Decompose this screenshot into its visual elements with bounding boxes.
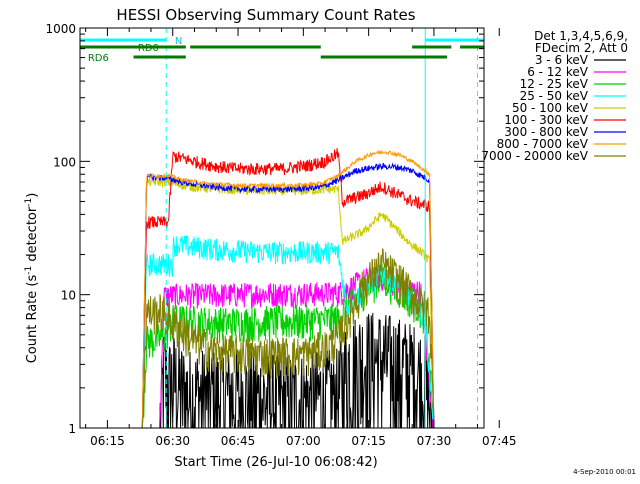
x-tick-label: 06:45 (221, 434, 256, 448)
x-tick-label: 06:30 (155, 434, 190, 448)
legend: Det 1,3,4,5,6,9, FDecim 2, Att 0 3 - 6 k… (481, 29, 628, 163)
legend-entry-label: 3 - 6 keV (535, 53, 589, 67)
y-tick-label: 10 (61, 289, 76, 303)
legend-entry-label: 300 - 800 keV (504, 125, 588, 139)
saa-flag-label: N (175, 36, 182, 47)
y-axis-label-sup1: -1 (24, 266, 34, 275)
legend-entry-label: 800 - 7000 keV (497, 137, 589, 151)
y-axis-label-part1: Count Rate (s (25, 275, 40, 364)
legend-entry-label: 25 - 50 keV (520, 89, 589, 103)
y-axis-label: Count Rate (s-1 detector-1) (24, 193, 40, 364)
x-tick-label: 07:00 (286, 434, 321, 448)
rd0-flag-label: RD0 (138, 43, 159, 54)
series-line (141, 149, 435, 429)
series-line (141, 248, 435, 429)
y-tick-label: 1 (68, 422, 76, 436)
x-tick-label: 07:45 (482, 434, 517, 448)
y-axis-label-part3: ) (25, 193, 40, 198)
data-layer (141, 148, 435, 429)
legend-entry-label: 100 - 300 keV (504, 113, 588, 127)
x-axis-label: Start Time (26-Jul-10 06:08:42) (174, 455, 377, 470)
legend-header-detectors: Det 1,3,4,5,6,9, (534, 29, 628, 43)
chart-title: HESSI Observing Summary Count Rates (116, 6, 415, 24)
legend-entry-label: 6 - 12 keV (527, 65, 589, 79)
x-tick-label: 06:15 (90, 434, 125, 448)
rd6-flag-label: RD6 (88, 53, 109, 64)
legend-header-decimation: FDecim 2, Att 0 (535, 41, 628, 55)
legend-entry-label: 50 - 100 keV (512, 101, 589, 115)
series-line (141, 148, 435, 429)
axis-layer: 06:15 06:30 06:45 07:00 07:15 07:30 07:45 1 10 10… (45, 22, 516, 448)
series-line (141, 235, 435, 429)
y-axis-label-part2: detector (25, 206, 40, 266)
plot-date-stamp: 4-Sep-2010 00:01 (573, 468, 636, 476)
x-tick-label: 07:30 (417, 434, 452, 448)
y-tick-label: 100 (53, 155, 76, 169)
y-tick-label: 1000 (45, 22, 76, 36)
y-axis-label-sup2: -1 (24, 198, 34, 207)
legend-entry-label: 7000 - 20000 keV (481, 149, 588, 163)
flag-layer: N RD0 RD6 (79, 28, 484, 428)
x-tick-label: 07:15 (351, 434, 386, 448)
legend-entry-label: 12 - 25 keV (520, 77, 589, 91)
